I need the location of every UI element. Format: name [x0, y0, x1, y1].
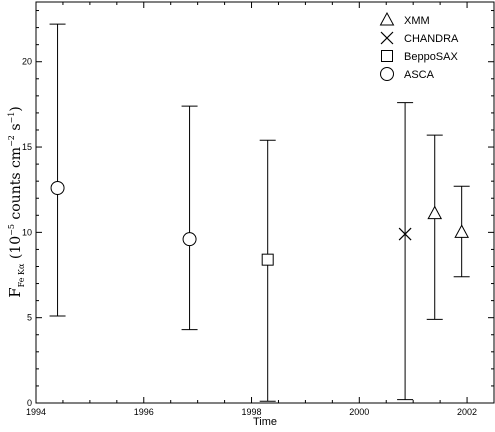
y-tick-label: 5: [27, 313, 32, 323]
y-tick-label: 20: [22, 57, 32, 67]
y-axis-title: FFe Kα (10−5 counts cm−2 s−1): [6, 106, 26, 298]
legend-marker-chandra: [380, 31, 394, 45]
data-point-xmm: [427, 205, 443, 220]
data-point-chandra: [398, 227, 412, 241]
y-tick-label: 15: [22, 142, 32, 152]
legend-label-asca: ASCA: [404, 69, 435, 81]
legend-marker-xmm: [379, 11, 395, 26]
data-point-bepposax: [261, 253, 274, 266]
axis-ticks: 1994 1996 1998 2000 2002 0 5 10 15 20: [22, 2, 494, 417]
x-axis-title: Time: [253, 416, 277, 428]
y-tick-label: 10: [22, 227, 32, 237]
plot-frame: [35, 1, 495, 404]
x-tick-label: 1996: [134, 407, 154, 417]
y-tick-label: 0: [27, 398, 32, 408]
legend-marker-bepposax: [381, 50, 393, 62]
legend-label-xmm: XMM: [404, 15, 430, 27]
legend-marker-asca: [380, 67, 394, 81]
data-point-asca: [182, 232, 197, 247]
legend-label-chandra: CHANDRA: [404, 33, 459, 45]
data-point-xmm: [454, 224, 470, 238]
x-tick-label: 2000: [349, 407, 369, 417]
legend-label-bepposax: BeppoSAX: [404, 51, 458, 63]
legend: XMM CHANDRA BeppoSAX ASCA: [379, 11, 459, 81]
x-tick-label: 1994: [26, 407, 46, 417]
error-bars: [49, 23, 470, 402]
data-point-asca: [50, 180, 65, 195]
x-tick-label: 2002: [457, 407, 477, 417]
x-tick-label: 1998: [242, 407, 262, 417]
data-markers: [50, 180, 470, 266]
